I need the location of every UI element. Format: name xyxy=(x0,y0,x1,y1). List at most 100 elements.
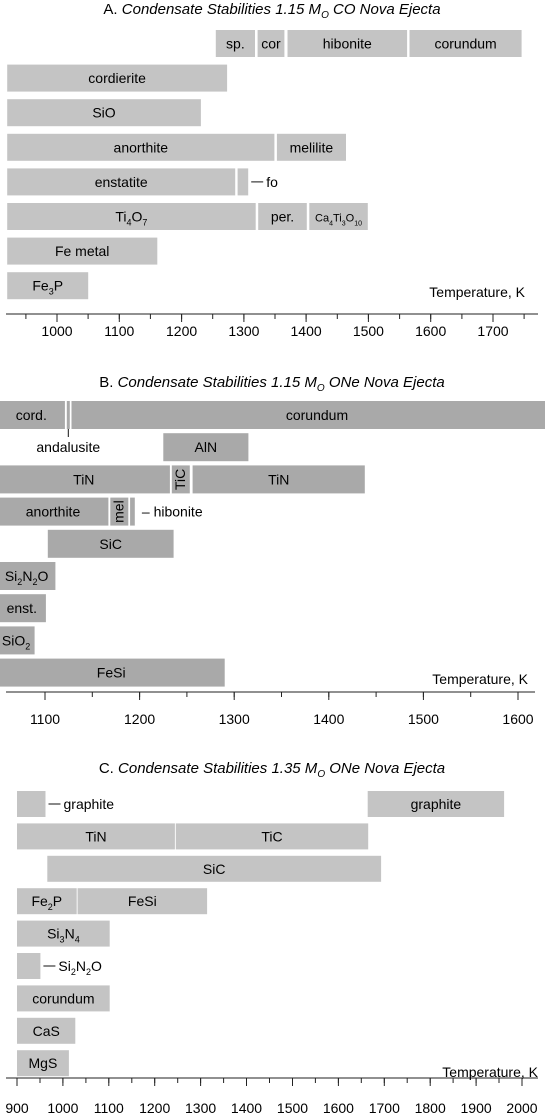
bar-label: anorthite xyxy=(114,139,169,155)
panel-title: B. Condensate Stabilities 1.15 MO ONe No… xyxy=(99,374,444,394)
bar-sio2: SiO2 xyxy=(0,626,35,655)
bar-rect xyxy=(0,594,46,623)
bar-label: Si2N2O xyxy=(5,568,49,587)
bar-fe2p: Fe2P xyxy=(17,888,77,915)
bar-fesi: FeSi xyxy=(77,888,208,915)
bar-rect xyxy=(66,401,70,429)
bar-label: corundum xyxy=(32,990,94,1006)
bar-rect xyxy=(7,99,201,127)
bar-label: MgS xyxy=(29,1055,58,1071)
bar-label: cor xyxy=(261,36,281,52)
bar-rect xyxy=(17,823,175,850)
bar-fe3p: Fe3P xyxy=(7,272,89,300)
x-tick-label: 1100 xyxy=(30,711,60,727)
x-tick-label: 1700 xyxy=(369,1100,400,1116)
bar-label: per. xyxy=(271,209,294,225)
bar-ca4ti3o10: Ca4Ti3O10 xyxy=(309,203,368,230)
bar-rect xyxy=(7,64,228,92)
x-tick-label: 1200 xyxy=(166,323,197,339)
bar-sic: SiC xyxy=(47,529,174,558)
bar-hibonite: hibonite xyxy=(287,30,408,57)
bar-label: SiC xyxy=(99,536,122,552)
bar-rect xyxy=(309,203,368,230)
panel-b: B. Condensate Stabilities 1.15 MO ONe No… xyxy=(0,374,545,727)
bar-rect xyxy=(367,791,505,817)
bar-label: Fe3P xyxy=(32,278,63,297)
bar-anorthite: anorthite xyxy=(0,497,109,526)
bar-tic: TiC xyxy=(171,465,190,494)
callout-label: graphite xyxy=(64,796,115,812)
callout-label: – hibonite xyxy=(142,504,203,520)
bar-rect xyxy=(17,985,110,1012)
bar-rect xyxy=(0,497,109,526)
bar-label: TiN xyxy=(73,471,94,487)
x-tick-label: 1000 xyxy=(41,323,72,339)
bar-rect xyxy=(7,237,158,265)
x-tick-label: 1300 xyxy=(185,1100,216,1116)
bar-per-: per. xyxy=(258,203,307,230)
bar-rect xyxy=(0,658,225,687)
bar-label: Fe metal xyxy=(55,243,109,259)
bar-label: Si3N4 xyxy=(47,926,80,945)
bar-label: hibonite xyxy=(323,36,372,52)
bar-cord-: cord. xyxy=(0,401,65,429)
x-axis-label: Temperature, K xyxy=(429,284,525,300)
bar-label: Fe2P xyxy=(31,893,62,912)
x-tick-label: 1400 xyxy=(313,711,344,727)
bar-graphite: graphite xyxy=(367,791,505,817)
bar-rect xyxy=(17,920,110,947)
callout-label: Si2N2O xyxy=(58,958,102,977)
bar-anorthite: anorthite xyxy=(7,133,275,161)
bar-tin: TiN xyxy=(17,823,175,850)
x-tick-label: 1600 xyxy=(415,323,446,339)
x-tick-label: 2000 xyxy=(506,1100,537,1116)
x-tick-label: 1500 xyxy=(408,711,439,727)
bar-rect xyxy=(17,953,41,979)
bar-label: SiC xyxy=(203,861,226,877)
bar-mel: mel xyxy=(110,497,129,526)
bar-label: CaS xyxy=(33,1023,60,1039)
bar-si2n2o: Si2N2O xyxy=(0,562,56,590)
x-tick-label: 1100 xyxy=(104,323,134,339)
bar-rect xyxy=(17,888,77,915)
bar-rect xyxy=(47,529,174,558)
bar-label: graphite xyxy=(411,796,462,812)
x-tick-label: 1800 xyxy=(415,1100,446,1116)
bar-label: TiN xyxy=(268,471,289,487)
bar-label: Ca4Ti3O10 xyxy=(315,213,362,228)
bar-rect xyxy=(0,401,65,429)
bar-rect xyxy=(0,626,35,655)
bar-rect xyxy=(409,30,522,57)
bar-rect xyxy=(17,1017,76,1044)
bar-rect xyxy=(0,465,170,494)
callout-label: andalusite xyxy=(36,439,100,455)
bar-rect xyxy=(237,168,249,196)
bar-rect xyxy=(257,30,285,57)
bar-si3n4: Si3N4 xyxy=(17,920,110,947)
bar-label: enstatite xyxy=(95,174,148,190)
bar-rect xyxy=(163,433,249,462)
bar-rect xyxy=(17,1050,69,1077)
x-tick-label: 1600 xyxy=(502,711,533,727)
bar-mgs: MgS xyxy=(17,1050,69,1077)
bar-label: sp. xyxy=(226,36,245,52)
bar-aln: AlN xyxy=(163,433,249,462)
bar-label: cord. xyxy=(16,407,47,423)
bar-rect xyxy=(192,465,365,494)
bar-graphite: graphite xyxy=(17,791,114,817)
bar-ti: Ti4O7 xyxy=(7,203,256,230)
bar-enst-: enst. xyxy=(0,594,46,623)
bar-label: FeSi xyxy=(97,665,126,681)
bar-corundum: corundum xyxy=(71,401,545,429)
bar-andalusite: andalusite xyxy=(36,401,100,455)
bar-rect xyxy=(171,465,190,494)
x-tick-label: 1200 xyxy=(124,711,155,727)
x-tick-label: 1100 xyxy=(94,1100,124,1116)
bar-fe-metal: Fe metal xyxy=(7,237,158,265)
bar-si2n2o: Si2N2O xyxy=(17,953,102,979)
bar-rect xyxy=(130,497,135,526)
bar-corundum: corundum xyxy=(17,985,110,1012)
bar-sp-: sp. xyxy=(215,30,255,57)
bar--hibonite: – hibonite xyxy=(130,497,203,526)
